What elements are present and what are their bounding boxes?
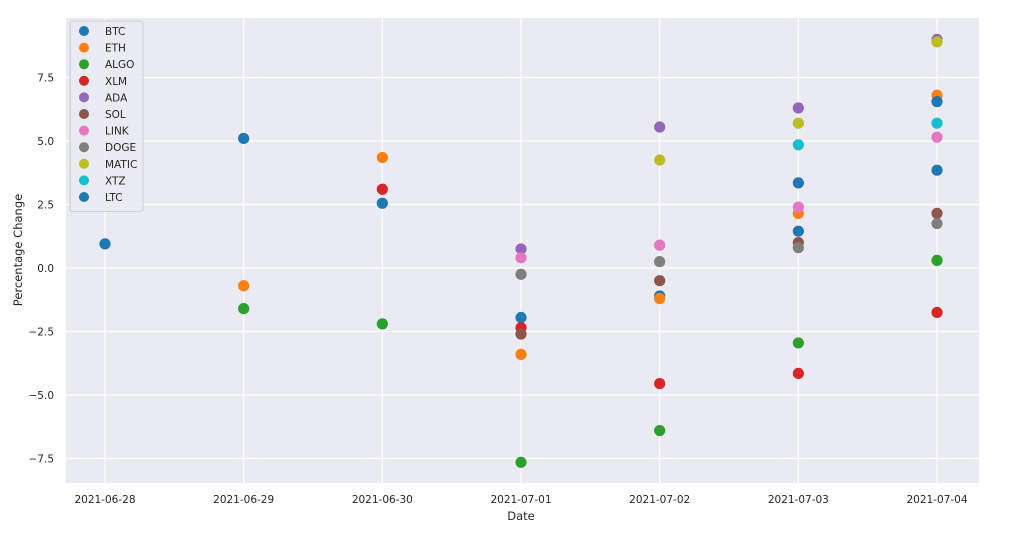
data-point [792, 117, 804, 129]
data-point [654, 275, 666, 287]
data-point [792, 225, 804, 237]
series-doge [515, 217, 943, 280]
data-point [792, 102, 804, 114]
series-btc [99, 132, 943, 324]
legend-marker [79, 175, 89, 186]
data-point [376, 197, 388, 209]
x-tick-label: 2021-06-28 [74, 494, 135, 506]
tick-labels: 2021-06-28 2021-06-29 2021-06-30 2021-07-01… [29, 73, 968, 507]
x-tick-label: 2021-07-01 [490, 494, 551, 506]
legend-label: DOGE [105, 142, 136, 154]
y-tick-label: 5.0 [37, 136, 54, 148]
data-points [99, 33, 943, 468]
legend: BTC ETH ALGO XLM ADA SOL LINK DOGE MATIC XTZ LTC [69, 20, 144, 213]
data-point [654, 377, 666, 390]
data-point [654, 239, 666, 251]
legend-marker [79, 125, 89, 136]
x-tick-label: 2021-07-03 [768, 494, 829, 506]
data-point [515, 348, 527, 360]
data-point [792, 139, 804, 151]
legend-label: ETH [105, 43, 126, 55]
data-point [792, 242, 804, 254]
legend-marker [79, 158, 89, 169]
series-link [515, 131, 943, 264]
legend-label: XTZ [105, 175, 126, 187]
legend-label: LTC [105, 192, 123, 204]
data-point [931, 131, 943, 143]
data-point [931, 254, 943, 266]
y-tick-label: 0.0 [37, 263, 54, 275]
legend-label: ADA [105, 92, 128, 104]
data-point [376, 183, 388, 195]
x-tick-label: 2021-07-04 [907, 494, 968, 506]
data-point [515, 456, 527, 468]
legend-label: XLM [105, 76, 127, 88]
data-point [931, 96, 943, 108]
data-point [931, 164, 943, 176]
data-point [654, 424, 666, 437]
legend-marker [79, 59, 89, 70]
x-tick-label: 2021-07-02 [629, 494, 690, 506]
data-point [515, 328, 527, 340]
data-point [654, 121, 666, 133]
legend-marker [79, 42, 89, 53]
data-point [238, 132, 250, 145]
x-tick-label: 2021-06-29 [213, 494, 274, 506]
data-point [792, 177, 804, 189]
x-axis-label: Date [507, 509, 535, 523]
data-point [376, 318, 388, 330]
legend-label: LINK [105, 126, 130, 138]
legend-label: BTC [105, 26, 125, 38]
legend-label: ALGO [105, 59, 134, 71]
legend-marker [79, 26, 89, 36]
data-point [931, 117, 943, 129]
data-point [792, 201, 804, 213]
legend-label: MATIC [105, 159, 137, 171]
data-point [515, 243, 527, 255]
legend-marker [79, 192, 89, 202]
y-tick-label: −7.5 [29, 454, 55, 466]
series-xtz [792, 117, 943, 151]
series-ltc [792, 96, 943, 189]
series-matic [654, 36, 943, 166]
data-point [792, 367, 804, 380]
data-point [515, 311, 527, 324]
y-tick-label: 7.5 [37, 73, 54, 85]
y-tick-label: 2.5 [37, 200, 54, 212]
data-point [238, 303, 250, 315]
data-point [515, 252, 527, 264]
data-point [654, 292, 666, 305]
legend-label: SOL [105, 109, 126, 121]
data-point [238, 280, 250, 292]
legend-marker [79, 92, 89, 103]
series-algo [238, 254, 943, 468]
data-point [792, 337, 804, 349]
data-point [654, 154, 666, 166]
y-axis-label: Percentage Change [11, 194, 25, 306]
data-point [931, 306, 943, 319]
x-tick-label: 2021-06-30 [352, 494, 413, 506]
data-point [515, 268, 527, 280]
y-tick-label: −2.5 [29, 327, 55, 339]
data-point [931, 36, 943, 48]
legend-marker [79, 142, 89, 153]
legend-marker [79, 109, 89, 119]
data-point [931, 207, 943, 219]
data-point [931, 217, 943, 230]
y-tick-label: −5.0 [29, 390, 55, 402]
data-point [376, 151, 388, 164]
data-point [99, 238, 111, 250]
data-point [654, 256, 666, 268]
legend-marker [79, 75, 89, 86]
